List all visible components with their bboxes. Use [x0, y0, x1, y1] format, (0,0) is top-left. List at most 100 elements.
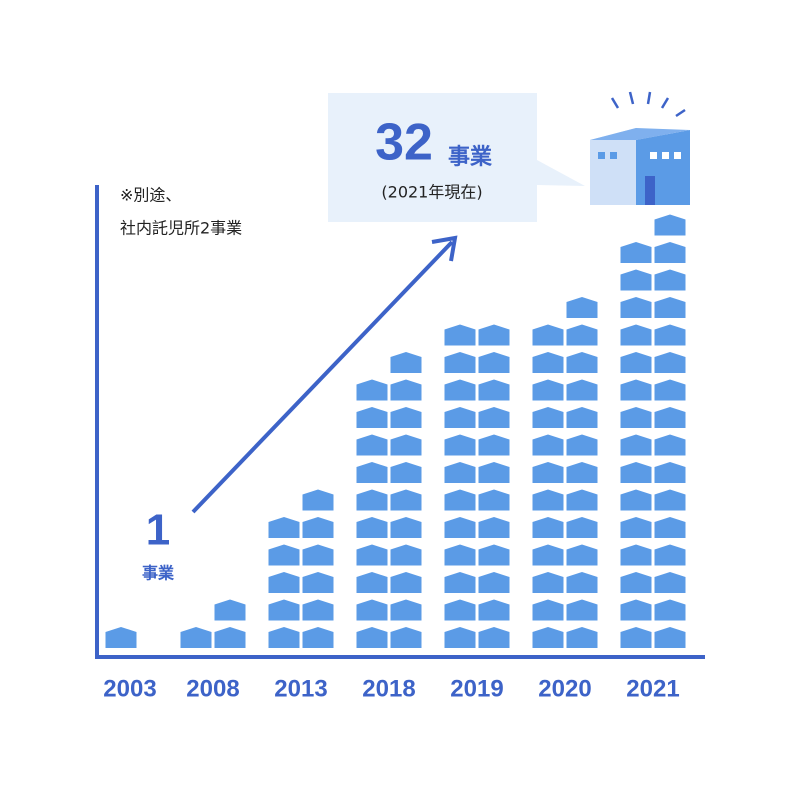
block — [478, 352, 510, 373]
block — [302, 517, 334, 538]
building — [590, 128, 690, 205]
block — [356, 434, 388, 456]
start-number: 1 — [146, 506, 170, 555]
x-tick-label: 2003 — [103, 675, 156, 702]
arrow-head — [431, 235, 458, 262]
block — [356, 379, 388, 401]
block — [532, 572, 564, 593]
block — [532, 352, 564, 373]
block — [654, 572, 686, 593]
block — [566, 544, 598, 566]
arrow — [191, 240, 454, 514]
block — [654, 352, 686, 373]
callout-number: 32 — [375, 114, 433, 172]
x-tick-label: 2019 — [450, 675, 503, 702]
block — [654, 324, 686, 346]
block — [444, 352, 476, 373]
block — [532, 627, 564, 648]
block — [478, 407, 510, 428]
block — [566, 489, 598, 511]
block — [302, 489, 334, 511]
block — [620, 379, 652, 401]
block — [390, 517, 422, 538]
block — [620, 462, 652, 483]
block — [654, 242, 686, 263]
block — [566, 517, 598, 538]
pictogram-column — [105, 627, 137, 648]
pictogram-column — [444, 324, 510, 648]
block — [654, 544, 686, 566]
block — [356, 627, 388, 648]
block — [444, 407, 476, 428]
x-tick-label: 2020 — [538, 675, 591, 702]
block — [654, 214, 686, 236]
block — [620, 269, 652, 291]
block — [268, 517, 300, 538]
x-tick-label: 2008 — [186, 675, 239, 702]
block — [390, 379, 422, 401]
block — [566, 324, 598, 346]
block — [532, 544, 564, 566]
pictogram-column — [180, 599, 246, 648]
block — [444, 627, 476, 648]
block — [620, 599, 652, 621]
block — [566, 407, 598, 428]
block — [654, 517, 686, 538]
start-unit: 事業 — [142, 564, 175, 583]
block — [444, 379, 476, 401]
block — [620, 517, 652, 538]
block — [654, 434, 686, 456]
block — [478, 599, 510, 621]
block — [566, 352, 598, 373]
block — [444, 434, 476, 456]
block — [444, 462, 476, 483]
block — [478, 462, 510, 483]
block — [390, 434, 422, 456]
block — [268, 544, 300, 566]
block — [444, 599, 476, 621]
block — [478, 572, 510, 593]
block — [532, 379, 564, 401]
callout-sub: (2021年現在) — [381, 183, 482, 202]
block — [620, 242, 652, 263]
block — [478, 544, 510, 566]
block — [654, 379, 686, 401]
block — [478, 489, 510, 511]
x-tick-label: 2013 — [274, 675, 327, 702]
block — [566, 572, 598, 593]
block — [105, 627, 137, 648]
block — [566, 297, 598, 318]
building-icon — [610, 91, 686, 118]
block — [478, 517, 510, 538]
block — [620, 627, 652, 648]
block — [444, 324, 476, 346]
block — [444, 489, 476, 511]
block — [532, 489, 564, 511]
block — [566, 462, 598, 483]
block — [356, 544, 388, 566]
block — [302, 627, 334, 648]
block — [356, 462, 388, 483]
block — [390, 544, 422, 566]
block — [478, 379, 510, 401]
block — [390, 599, 422, 621]
block — [654, 599, 686, 621]
block — [390, 627, 422, 648]
block — [478, 324, 510, 346]
block — [444, 572, 476, 593]
callout-unit: 事業 — [448, 144, 493, 170]
block — [390, 352, 422, 373]
block — [654, 489, 686, 511]
block — [180, 627, 212, 648]
block — [444, 517, 476, 538]
pictogram-column — [356, 352, 422, 648]
block — [268, 599, 300, 621]
block — [620, 544, 652, 566]
pictogram-column — [532, 297, 598, 648]
block — [620, 407, 652, 428]
block — [478, 434, 510, 456]
block — [620, 434, 652, 456]
block — [654, 627, 686, 648]
x-tick-label: 2021 — [626, 675, 679, 702]
